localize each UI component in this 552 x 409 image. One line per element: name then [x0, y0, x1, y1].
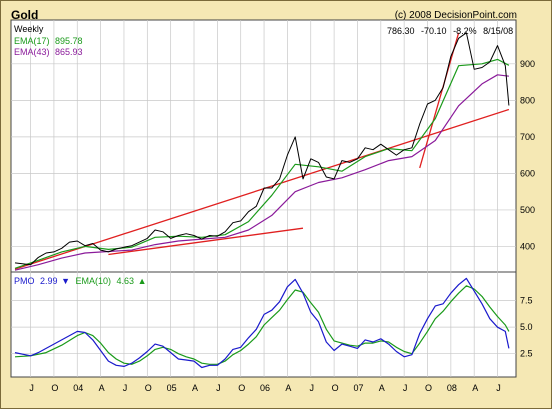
x-tick-label-3: A	[99, 383, 105, 393]
price-tick-label-400: 400	[520, 241, 535, 251]
x-tick-label-10: 06	[260, 383, 270, 393]
x-tick-label-16: J	[403, 383, 408, 393]
price-panel	[10, 19, 517, 273]
readout-date: 8/15/08	[483, 26, 513, 36]
readout-price: 786.30	[387, 26, 415, 36]
x-tick-label-11: A	[285, 383, 291, 393]
pmo-tick-label-2.5: 2.5	[520, 349, 533, 359]
readout-change: -70.10	[421, 26, 447, 36]
y-tick-labels: 400 500 600 700 800 900 2.5 5.0 7.5	[520, 59, 535, 359]
x-tick-label-12: J	[310, 383, 315, 393]
price-tick-label-700: 700	[520, 132, 535, 142]
x-tick-label-6: 05	[167, 383, 177, 393]
pmo-legend-value: 2.99	[40, 276, 58, 286]
pmo-ema-legend-value: 4.63	[117, 276, 135, 286]
ema43-legend: EMA(43) 865.93	[14, 47, 83, 57]
x-tick-label-4: J	[123, 383, 128, 393]
pmo-down-arrow-icon: ▼	[61, 276, 70, 286]
price-tick-label-800: 800	[520, 95, 535, 105]
x-tick-label-17: O	[425, 383, 432, 393]
price-series-group	[14, 32, 510, 271]
pmo-tick-label-5: 5.0	[520, 322, 533, 332]
x-tick-label-2: 04	[73, 383, 83, 393]
x-tick-label-14: 07	[353, 383, 363, 393]
x-tick-label-15: A	[379, 383, 385, 393]
ema17-line	[14, 58, 510, 269]
pmo-legend-name: PMO	[14, 276, 35, 286]
chart-title: Gold	[11, 8, 39, 22]
readout-pct: -8.2%	[453, 26, 477, 36]
price-tick-label-500: 500	[520, 205, 535, 215]
trendline-0	[14, 108, 510, 270]
pmo-panel	[10, 271, 517, 378]
price-tick-label-900: 900	[520, 59, 535, 69]
ema43-line	[14, 74, 509, 271]
x-tick-label-13: O	[332, 383, 339, 393]
x-tick-label-5: O	[145, 383, 152, 393]
ema43-legend-name: EMA(43)	[14, 47, 50, 57]
x-tick-label-7: A	[192, 383, 198, 393]
pmo-series-group	[14, 277, 510, 369]
x-tick-labels: J O 04 A J O 05 A J O 06 A J O 07 A J O 08 A J	[29, 383, 500, 393]
ema17-legend: EMA(17) 895.78	[14, 36, 83, 46]
x-tick-label-20: J	[496, 383, 501, 393]
pmo-tick-label-7.5: 7.5	[520, 296, 533, 306]
x-tick-label-1: O	[51, 383, 58, 393]
price-line	[14, 32, 510, 266]
pmo-ema-line	[14, 285, 510, 365]
x-tick-label-18: 08	[447, 383, 457, 393]
trendline-2	[419, 32, 460, 169]
x-tick-label-0: J	[29, 383, 34, 393]
x-tick-label-8: J	[216, 383, 221, 393]
trendline-1	[108, 227, 304, 256]
ema17-legend-name: EMA(17)	[14, 36, 50, 46]
ema43-legend-value: 865.93	[55, 47, 83, 57]
pmo-legend: PMO 2.99 ▼ EMA(10) 4.63 ▲	[14, 276, 147, 286]
interval-label: Weekly	[14, 24, 44, 34]
price-readout: 786.30 -70.10 -8.2% 8/15/08	[387, 26, 513, 36]
pmo-ema-legend-name: EMA(10)	[76, 276, 112, 286]
x-tick-label-19: A	[472, 383, 478, 393]
x-tick-label-9: O	[238, 383, 245, 393]
price-grid	[11, 20, 516, 272]
pmo-line	[14, 277, 510, 369]
trendlines	[14, 32, 510, 270]
copyright-text: (c) 2008 DecisionPoint.com	[394, 10, 517, 21]
pmo-ema-up-arrow-icon: ▲	[138, 276, 147, 286]
price-tick-label-600: 600	[520, 168, 535, 178]
ema17-legend-value: 895.78	[55, 36, 83, 46]
